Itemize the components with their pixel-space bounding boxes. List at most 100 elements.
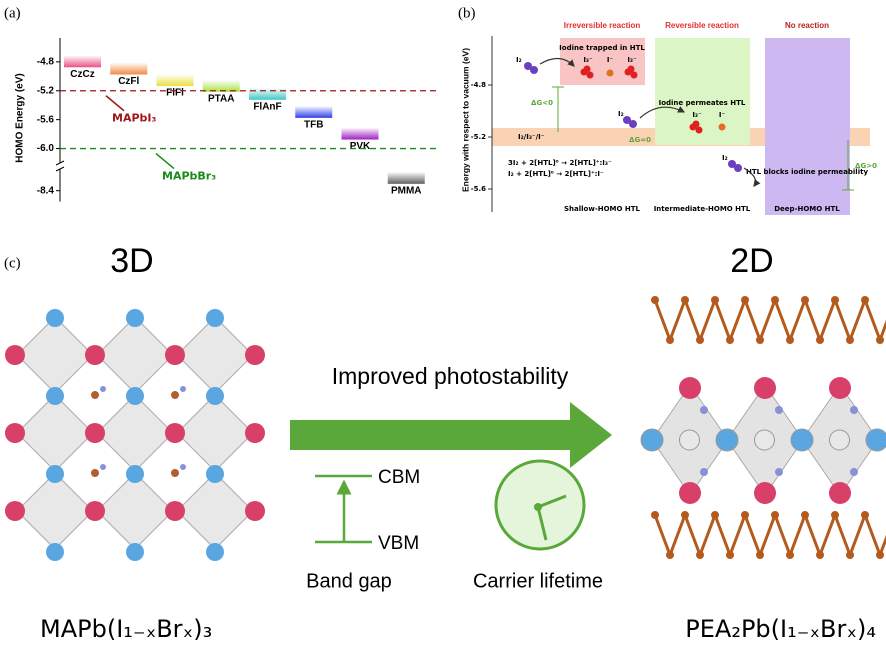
clock-hands <box>536 494 567 541</box>
clock-center <box>534 503 542 511</box>
iodide <box>5 345 25 365</box>
panel-label: (c) <box>4 255 21 271</box>
bromide <box>790 428 814 452</box>
lead <box>46 387 64 405</box>
bromide <box>715 428 739 452</box>
cation <box>100 464 106 470</box>
level-label: TFB <box>304 120 323 131</box>
lead <box>126 387 144 405</box>
ion-label: I⁻ <box>719 111 726 119</box>
reference-arrow <box>105 95 125 112</box>
carbon <box>726 551 734 559</box>
ion-label: I₃⁻ <box>627 56 637 64</box>
y-tick-label: -4.8 <box>471 81 486 89</box>
lattice-3d <box>5 309 265 561</box>
y-axis-label: HOMO Energy (eV) <box>15 73 26 162</box>
organic-chain <box>773 514 807 560</box>
cation <box>180 386 186 392</box>
level-label: PVK <box>350 141 371 152</box>
organic-chain <box>833 299 867 345</box>
iodine-label: I₂ <box>722 154 728 162</box>
level-bar <box>202 79 240 92</box>
organic-chain <box>653 299 687 345</box>
ion-sphere <box>718 123 726 131</box>
organic-chain <box>833 514 867 560</box>
lead <box>206 543 224 561</box>
panel-b: (b) Energy with respect to vacuum (eV) I… <box>458 5 877 215</box>
reference-label: MAPbI₃ <box>112 112 156 125</box>
organic-chain <box>773 299 807 345</box>
delta-g: ΔG≈0 <box>629 136 651 144</box>
level-label: CzCz <box>70 69 94 80</box>
level-bar <box>295 105 333 118</box>
organic-chain <box>803 299 837 345</box>
region-title: Reversible reaction <box>665 21 739 30</box>
vbm-label: VBM <box>378 533 419 554</box>
iodide <box>245 345 265 365</box>
lead <box>754 429 775 451</box>
iodine-molecules <box>524 62 742 172</box>
level-label: PTAA <box>208 93 234 104</box>
y-tick-label: -4.8 <box>37 56 55 67</box>
region-footer: Shallow-HOMO HTL <box>564 205 641 213</box>
organic-chain <box>803 514 837 560</box>
organic-chain <box>863 514 886 560</box>
carbon <box>666 551 674 559</box>
iodine-label: I₂ <box>618 110 624 118</box>
region-footer: Deep-HOMO HTL <box>774 205 840 213</box>
lead <box>206 465 224 483</box>
carbon <box>741 511 749 519</box>
lead <box>206 309 224 327</box>
lead <box>126 465 144 483</box>
octahedron <box>96 316 174 394</box>
octahedron <box>176 316 254 394</box>
reference-label: MAPbBr₃ <box>162 170 216 183</box>
bromide <box>640 428 664 452</box>
octahedron <box>96 472 174 550</box>
carbon <box>771 296 779 304</box>
equation: I₂ + 2[HTL]⁰ → 2[HTL]⁺:I⁻ <box>508 170 604 178</box>
organic-chain <box>743 514 777 560</box>
axis-break <box>55 160 65 166</box>
level-bar <box>110 62 148 75</box>
carbon <box>861 511 869 519</box>
octahedron <box>16 316 94 394</box>
carbon <box>846 336 854 344</box>
bromide <box>865 428 886 452</box>
panel-label: (a) <box>4 5 21 21</box>
carbon <box>681 511 689 519</box>
lead <box>679 429 700 451</box>
caption: Carrier lifetime <box>473 570 603 592</box>
organic-chain <box>713 299 747 345</box>
carbon <box>696 336 704 344</box>
cation <box>100 386 106 392</box>
reaction-arrows <box>539 57 761 187</box>
region-note: Iodine trapped in HTL <box>559 44 645 52</box>
carbon <box>831 511 839 519</box>
iodide <box>679 482 701 504</box>
carbon <box>711 296 719 304</box>
panel-c: (c) 3D 2D Improved photostability CBM VB… <box>4 242 886 643</box>
iodide <box>754 482 776 504</box>
carbon <box>726 336 734 344</box>
iodide <box>85 345 105 365</box>
carbon <box>786 551 794 559</box>
iodide <box>679 377 701 399</box>
delta-g: ΔG<0 <box>531 99 553 107</box>
iodide <box>754 377 776 399</box>
carbon <box>666 336 674 344</box>
carbon <box>756 336 764 344</box>
y-tick-label: -5.2 <box>471 133 486 141</box>
lead <box>206 387 224 405</box>
caption: Band gap <box>306 570 392 592</box>
lattice-2d <box>640 296 886 560</box>
ion-sphere <box>606 69 614 77</box>
y-tick-label: -6.0 <box>37 143 55 154</box>
iodide <box>165 423 185 443</box>
level-label: FlAnF <box>253 101 281 112</box>
carbon <box>846 551 854 559</box>
iodide <box>85 501 105 521</box>
iodide <box>165 345 185 365</box>
y-tick-label: -5.2 <box>37 85 55 96</box>
level-label: PMMA <box>391 185 422 196</box>
